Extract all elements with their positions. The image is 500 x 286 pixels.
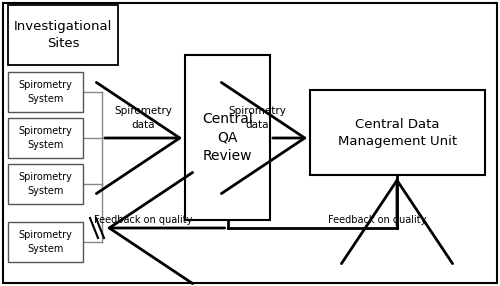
Bar [8,164,83,204]
Bar [310,90,485,175]
Text: Feedback on quality: Feedback on quality [94,215,192,225]
Text: Spirometry
System: Spirometry System [18,231,72,254]
Bar [8,5,118,65]
Text: Feedback on quality: Feedback on quality [328,215,426,225]
Text: Spirometry
System: Spirometry System [18,172,72,196]
Text: Spirometry
System: Spirometry System [18,80,72,104]
Text: Central
QA
Review: Central QA Review [202,112,253,163]
Bar [8,118,83,158]
Bar [8,222,83,262]
Text: Spirometry
data: Spirometry data [114,106,172,130]
Text: Central Data
Management Unit: Central Data Management Unit [338,118,457,148]
Text: Spirometry
System: Spirometry System [18,126,72,150]
Bar [185,55,270,220]
Bar [8,72,83,112]
Text: Investigational
Sites: Investigational Sites [14,20,112,50]
Text: Spirometry
data: Spirometry data [228,106,286,130]
